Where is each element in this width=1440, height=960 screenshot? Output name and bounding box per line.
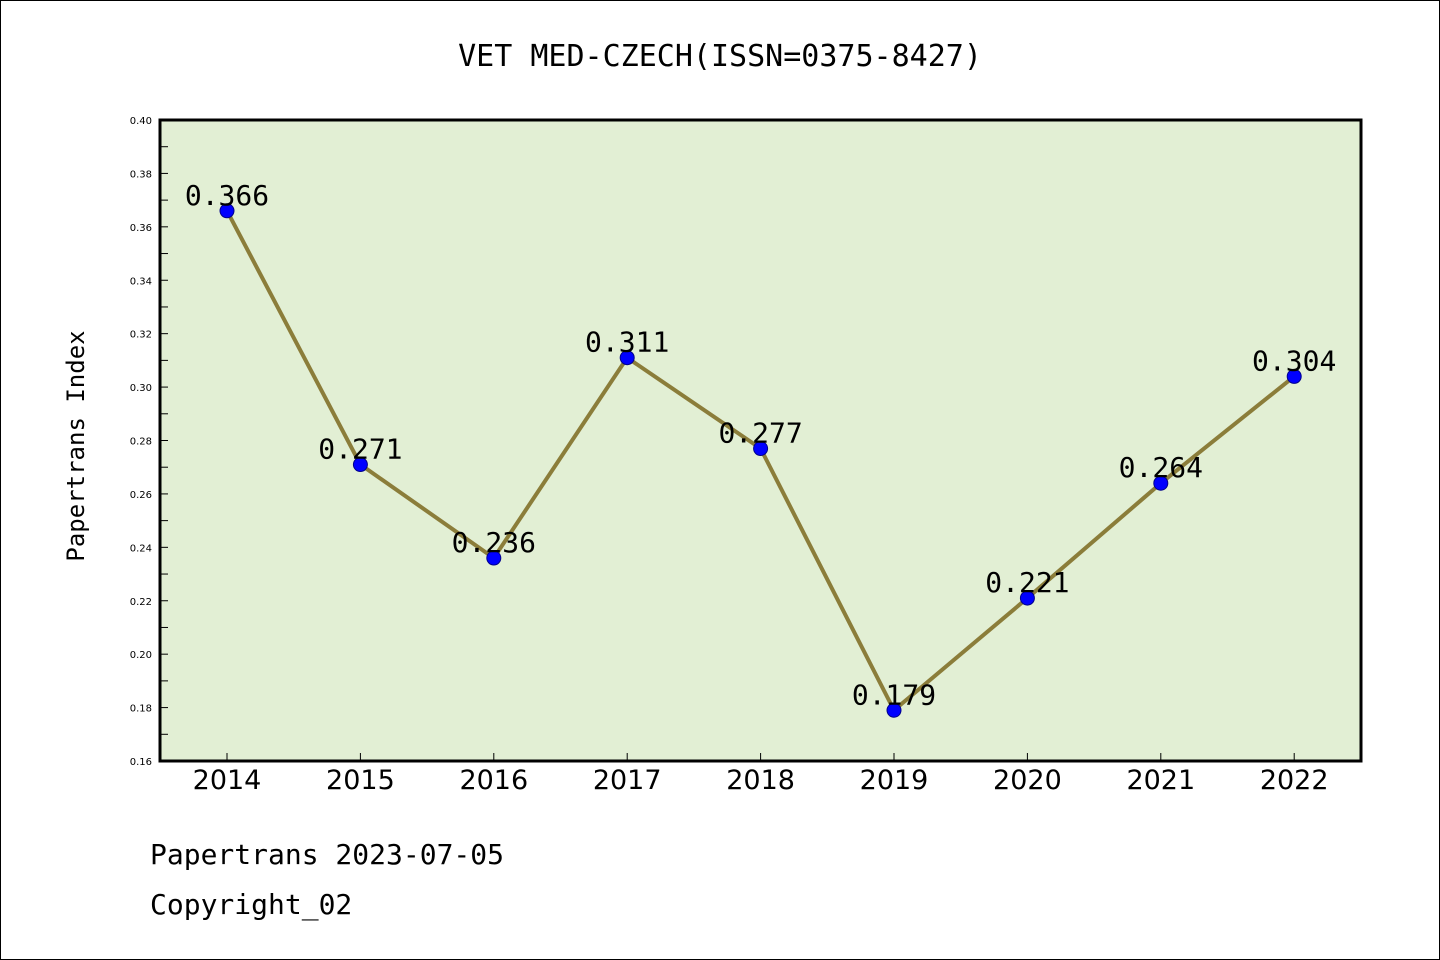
data-point xyxy=(619,350,635,366)
data-label: 0.277 xyxy=(718,417,802,450)
data-label: 0.179 xyxy=(852,678,936,711)
data-label: 0.304 xyxy=(1252,344,1336,377)
x-tick-label: 2022 xyxy=(1260,765,1329,796)
series-group: 0.366 0.271 0.236 0.311 0.277 0.179 0.221 0.264… xyxy=(185,179,1336,718)
y-tick-label: 0.16 xyxy=(130,757,152,768)
x-axis: 2014 2015 2016 2017 2018 2019 2020 2021 2022 xyxy=(193,753,1329,796)
data-label: 0.264 xyxy=(1119,451,1203,484)
x-tick-label: 2021 xyxy=(1126,765,1195,796)
y-tick-label: 0.30 xyxy=(130,383,152,394)
data-point xyxy=(1286,368,1302,384)
chart-title: VET MED-CZECH(ISSN=0375-8427) xyxy=(458,39,982,74)
data-label: 0.221 xyxy=(985,566,1069,599)
data-point xyxy=(1019,590,1035,606)
y-tick-label: 0.26 xyxy=(130,490,152,501)
y-axis: 0.16 0.18 0.20 0.22 0.24 0.26 0.28 0.30 0.32 0.34… xyxy=(130,116,168,768)
x-tick-label: 2017 xyxy=(593,765,662,796)
x-tick-label: 2020 xyxy=(993,765,1062,796)
y-tick-label: 0.38 xyxy=(130,169,152,180)
x-tick-label: 2019 xyxy=(860,765,929,796)
data-label: 0.366 xyxy=(185,179,269,212)
data-point xyxy=(352,457,368,473)
y-tick-label: 0.28 xyxy=(130,437,152,448)
y-axis-label: Papertrans Index xyxy=(62,330,90,561)
y-tick-label: 0.32 xyxy=(130,330,152,341)
data-point xyxy=(1153,475,1169,491)
plot-area xyxy=(158,118,1363,763)
x-tick-label: 2016 xyxy=(459,765,528,796)
x-tick-label: 2018 xyxy=(726,765,795,796)
y-tick-label: 0.24 xyxy=(130,543,152,554)
data-label: 0.236 xyxy=(452,526,536,559)
data-point xyxy=(753,441,769,457)
footer-copyright: Copyright_02 xyxy=(150,888,352,922)
x-tick-label: 2014 xyxy=(193,765,262,796)
data-point xyxy=(486,550,502,566)
y-tick-label: 0.18 xyxy=(130,704,152,715)
x-tick-label: 2015 xyxy=(326,765,395,796)
y-tick-label: 0.34 xyxy=(130,276,152,287)
data-label: 0.271 xyxy=(318,433,402,466)
data-point xyxy=(886,702,902,718)
y-tick-label: 0.22 xyxy=(130,597,152,608)
data-label: 0.311 xyxy=(585,326,669,359)
y-tick-label: 0.40 xyxy=(130,116,152,127)
y-tick-label: 0.36 xyxy=(130,223,152,234)
data-point xyxy=(219,203,235,219)
footer-date: Papertrans 2023-07-05 xyxy=(150,838,504,871)
y-tick-label: 0.20 xyxy=(130,650,152,661)
